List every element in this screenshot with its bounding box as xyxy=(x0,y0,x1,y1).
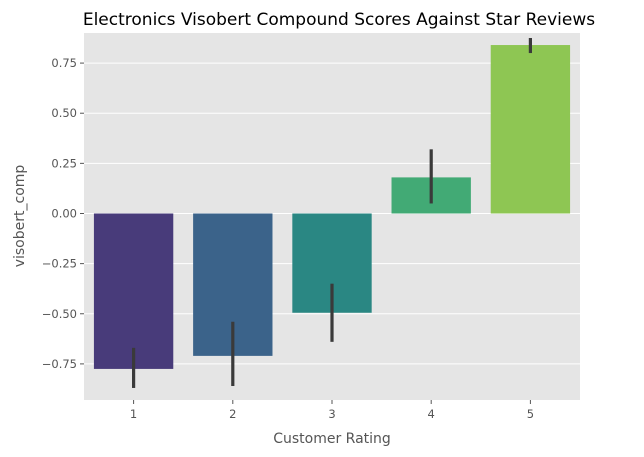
y-tick-label: 0.50 xyxy=(51,106,77,120)
bars-group xyxy=(93,45,571,369)
y-tick-label: −0.50 xyxy=(42,307,77,321)
x-tick-label: 5 xyxy=(527,407,534,421)
bar-5 xyxy=(490,45,571,214)
y-tick-label: 0.00 xyxy=(51,206,77,220)
y-tick-label: 0.25 xyxy=(51,156,77,170)
y-axis-ticks: −0.75 −0.50 −0.25 0.00 0.25 0.50 0.75 xyxy=(42,56,84,371)
x-tick-label: 3 xyxy=(328,407,335,421)
y-tick-label: −0.75 xyxy=(42,357,77,371)
y-axis-label: visobert_comp xyxy=(12,165,28,268)
chart-title: Electronics Visobert Compound Scores Aga… xyxy=(83,10,595,30)
x-tick-label: 2 xyxy=(229,407,236,421)
y-tick-label: −0.25 xyxy=(42,257,77,271)
bar-1 xyxy=(93,213,174,369)
x-tick-label: 1 xyxy=(130,407,137,421)
error-bars-group xyxy=(132,38,533,388)
x-axis-ticks: 1 2 3 4 5 xyxy=(130,400,534,421)
x-axis-label: Customer Rating xyxy=(273,431,391,447)
x-tick-label: 4 xyxy=(428,407,435,421)
y-tick-label: 0.75 xyxy=(51,56,77,70)
